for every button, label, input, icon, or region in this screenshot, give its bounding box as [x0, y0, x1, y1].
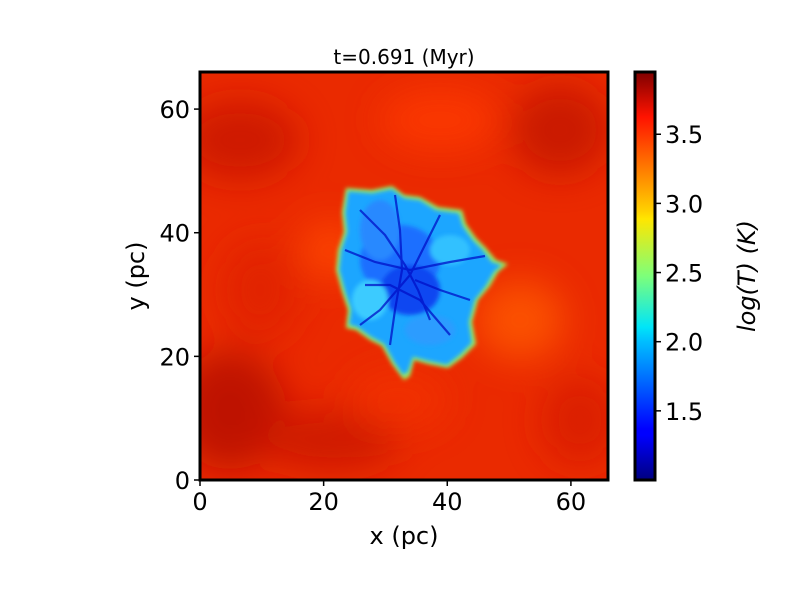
x-tick-label: 20 — [308, 488, 339, 516]
colorbar — [633, 70, 657, 482]
colorbar-label: log(T) (K) — [733, 220, 761, 332]
y-tick-label: 20 — [159, 343, 190, 371]
x-tick-label: 60 — [556, 488, 587, 516]
x-axis: 0 20 40 60 — [192, 480, 586, 516]
cold-cloud-cores — [344, 194, 486, 346]
y-axis: 0 20 40 60 — [159, 96, 200, 495]
x-tick-label: 40 — [432, 488, 463, 516]
y-axis-label: y (pc) — [122, 242, 150, 311]
plot-title: t=0.691 (Myr) — [333, 45, 474, 69]
x-axis-label: x (pc) — [370, 522, 439, 550]
y-tick-label: 40 — [159, 220, 190, 248]
y-tick-label: 60 — [159, 96, 190, 124]
colorbar-tick-label: 2.0 — [665, 329, 703, 357]
cold-cloud — [336, 186, 508, 380]
colorbar-ticks: 1.5 2.0 2.5 3.0 3.5 — [655, 121, 703, 426]
plot-frame — [198, 70, 610, 482]
colorbar-tick-label: 2.5 — [665, 260, 703, 288]
heatmap-plot-area — [200, 72, 608, 480]
colorbar-tick-label: 1.5 — [665, 398, 703, 426]
colorbar-tick-label: 3.5 — [665, 121, 703, 149]
y-tick-label: 0 — [175, 467, 190, 495]
colorbar-tick-label: 3.0 — [665, 190, 703, 218]
x-tick-label: 0 — [192, 488, 207, 516]
hot-medium-texture — [200, 85, 608, 470]
